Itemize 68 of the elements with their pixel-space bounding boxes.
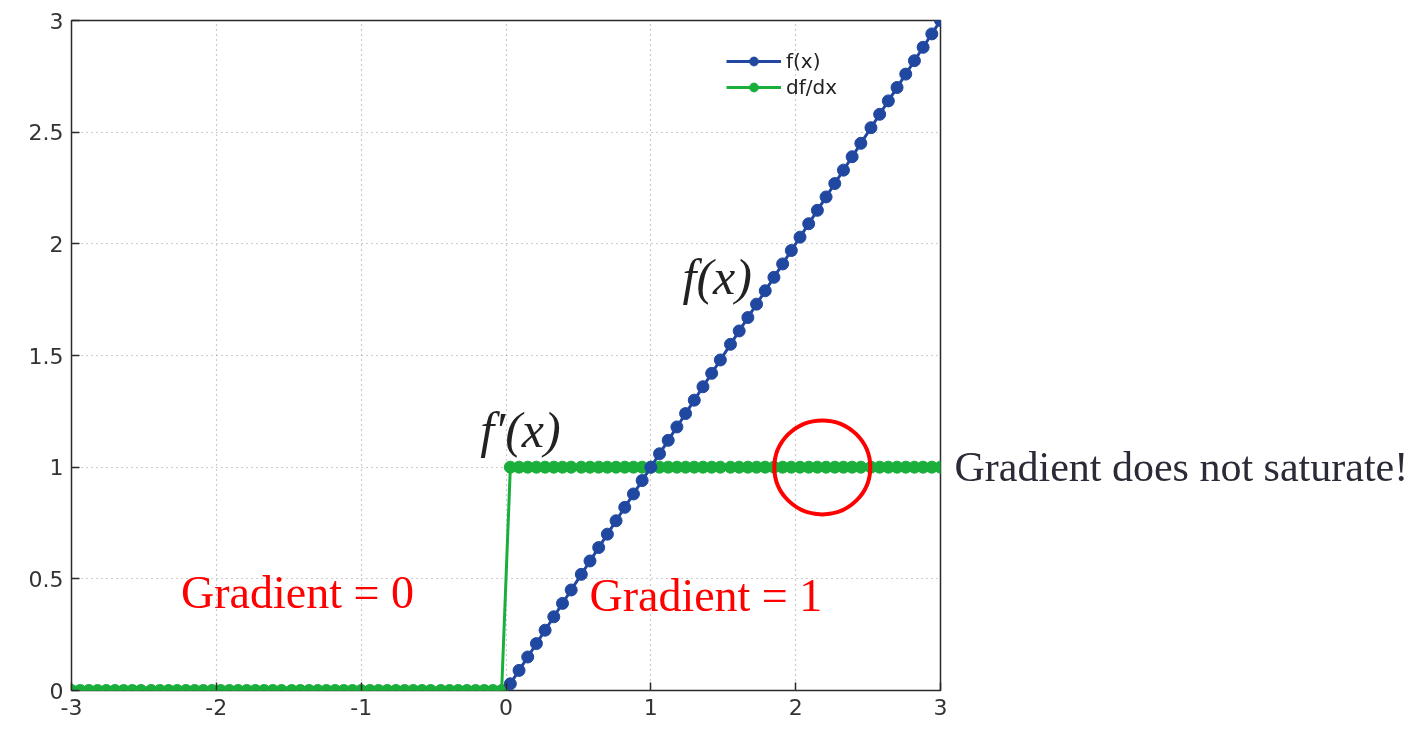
point: [767, 270, 781, 284]
y-tick-label: 2.5: [28, 120, 64, 146]
point: [670, 420, 684, 434]
x-tick-label: -1: [350, 694, 373, 720]
text: Gradient does not saturate!: [954, 444, 1409, 491]
point: [802, 217, 816, 231]
point: [864, 121, 878, 135]
y-tick-label: 0.5: [28, 566, 64, 592]
x-tick-label: 3: [933, 694, 948, 720]
point: [635, 474, 649, 488]
y-tick-label: 3: [49, 8, 64, 34]
point: [723, 337, 737, 351]
point: [732, 324, 746, 338]
point: [881, 94, 895, 108]
point: [854, 136, 868, 150]
point: [592, 541, 606, 555]
point: [784, 244, 798, 258]
point: [819, 190, 833, 204]
point: [512, 663, 526, 677]
point: [705, 366, 719, 380]
y-tick-label: 1: [49, 455, 64, 481]
y-tick-label: 0: [49, 678, 64, 704]
point: [564, 583, 578, 597]
point: [600, 527, 614, 541]
legend-label: f(x): [786, 49, 821, 73]
point: [583, 554, 597, 568]
point: [661, 433, 675, 447]
point: [574, 567, 588, 581]
x-tick-label: -2: [205, 694, 228, 720]
point: [696, 380, 710, 394]
point: [547, 610, 561, 624]
point: [828, 177, 842, 191]
point: [776, 257, 790, 271]
point: [899, 67, 913, 81]
annotation: Gradient = 0: [181, 567, 414, 619]
legend-label: df/dx: [786, 75, 838, 99]
annotation: f′(x): [480, 402, 561, 459]
x-tick-label: 2: [788, 694, 803, 720]
point: [503, 677, 517, 691]
point: [618, 500, 632, 514]
point: [750, 297, 764, 311]
y-tick-label: 2: [49, 231, 64, 257]
point: [529, 637, 543, 651]
point: [521, 650, 535, 664]
point: [810, 203, 824, 217]
point: [741, 311, 755, 325]
point: [679, 407, 693, 421]
point: [907, 54, 921, 68]
point: [845, 150, 859, 164]
y-tick-label: 1.5: [28, 343, 64, 369]
point: [687, 393, 701, 407]
point: [626, 487, 640, 501]
point: [538, 623, 552, 637]
annotation: f(x): [682, 249, 752, 306]
point: [793, 230, 807, 244]
point: [609, 514, 623, 528]
x-tick-label: 0: [499, 694, 513, 720]
point: [555, 596, 569, 610]
point: [873, 107, 887, 121]
annotation: Gradient = 1: [589, 569, 823, 621]
point: [916, 40, 930, 54]
point: [925, 27, 939, 41]
x-tick-label: 1: [643, 694, 658, 720]
point: [758, 284, 772, 298]
point: [653, 447, 667, 461]
point: [836, 163, 850, 177]
point: [890, 81, 904, 94]
point: [713, 353, 727, 367]
